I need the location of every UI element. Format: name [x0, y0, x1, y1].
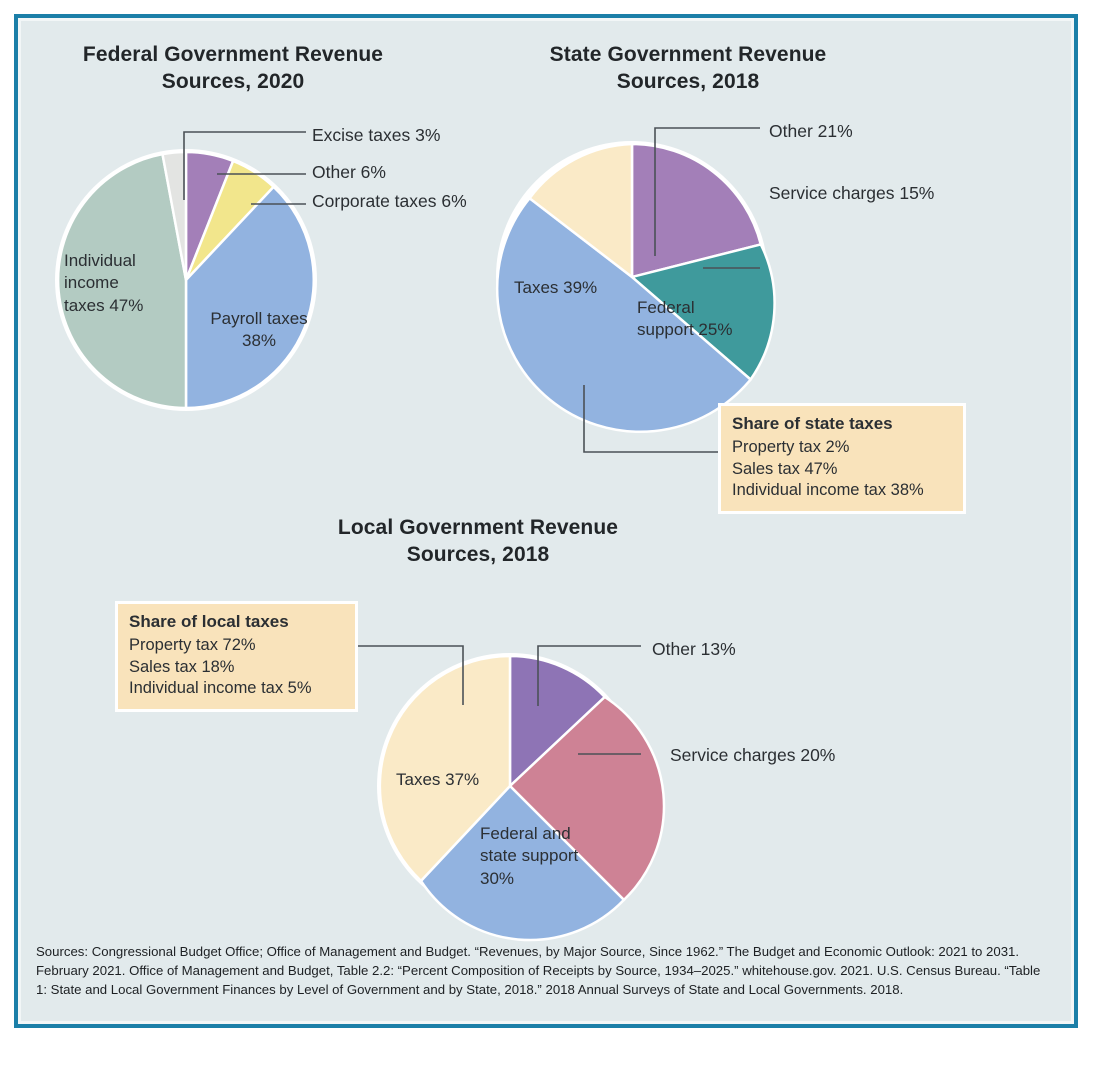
state-federal-line1: Federal	[637, 298, 695, 317]
local-slice-federal-state-support	[419, 784, 626, 942]
local-title-line2: Sources, 2018	[406, 542, 550, 566]
local-slice-service-charges	[508, 695, 666, 902]
sources-note: Sources: Congressional Budget Office; Of…	[36, 944, 1041, 998]
state-label-other: Other 21%	[769, 121, 853, 141]
local-label-other: Other 13%	[652, 639, 736, 659]
state-slice-federal-support	[495, 196, 753, 434]
local-support-line2: state support	[480, 846, 579, 866]
state-label-federal-support: Federal support 25%	[637, 297, 787, 342]
state-callout-line1: Property tax 2%	[732, 437, 850, 456]
state-slice-service-charges	[629, 242, 776, 382]
leader-local-taxes	[345, 645, 464, 705]
state-pie	[495, 141, 776, 434]
local-callout-line2: Sales tax 18%	[129, 657, 235, 676]
federal-individual-line3: taxes 47%	[64, 295, 144, 315]
infographic-figure: Federal Government Revenue Sources, 2020…	[14, 14, 1078, 1028]
state-federal-line2: support 25%	[637, 320, 733, 340]
federal-label-payroll: Payroll taxes 38%	[184, 308, 334, 353]
chart-stage: Federal Government Revenue Sources, 2020…	[18, 18, 1074, 1024]
federal-slice-excise	[161, 150, 188, 281]
leader-state-other	[654, 127, 760, 256]
local-leader-lines	[345, 645, 641, 755]
state-title-line2: Sources, 2018	[616, 69, 760, 93]
pie-charts-artwork	[55, 127, 776, 942]
state-slice-taxes	[527, 142, 634, 280]
federal-label-excise: Excise taxes 3%	[312, 125, 441, 145]
federal-title-line2: Sources, 2020	[161, 69, 305, 93]
local-label-taxes: Taxes 37%	[396, 770, 480, 789]
federal-label-corporate: Corporate taxes 6%	[312, 191, 467, 211]
federal-payroll-line1: Payroll taxes	[210, 309, 308, 328]
local-callout-title: Share of local taxes	[129, 612, 289, 631]
local-taxes-callout: Share of local taxes Property tax 72% Sa…	[115, 601, 358, 713]
federal-leader-lines	[183, 131, 306, 205]
local-callout-line1: Property tax 72%	[129, 635, 256, 654]
state-chart-title: State Government Revenue Sources, 2018	[478, 42, 898, 96]
federal-payroll-line2: 38%	[241, 331, 277, 351]
federal-pie	[55, 149, 317, 411]
state-callout-title: Share of state taxes	[732, 414, 893, 433]
federal-slice-payroll	[184, 185, 315, 410]
local-callout-line3: Individual income tax 5%	[129, 679, 312, 698]
federal-individual-line2: income	[64, 273, 119, 293]
state-label-taxes: Taxes 39%	[514, 278, 598, 297]
state-taxes-callout: Share of state taxes Property tax 2% Sal…	[718, 403, 966, 515]
federal-title-line1: Federal Government Revenue	[82, 43, 384, 66]
local-label-federal-state-support: Federal and state support 30%	[480, 823, 640, 890]
leader-local-other	[537, 645, 641, 706]
local-label-service-charges: Service charges 20%	[670, 745, 836, 765]
leader-excise	[183, 131, 306, 200]
local-support-line1: Federal and	[480, 824, 571, 843]
state-slice-other	[630, 142, 763, 279]
federal-chart-title: Federal Government Revenue Sources, 2020	[38, 42, 428, 96]
local-slice-taxes	[378, 654, 512, 883]
local-slice-other	[508, 654, 607, 789]
local-pie	[377, 653, 666, 942]
state-callout-line3: Individual income tax 38%	[732, 481, 924, 500]
leader-state-taxes	[583, 385, 718, 453]
federal-slice-individual-income	[56, 152, 188, 410]
local-title-line1: Local Government Revenue	[337, 516, 619, 539]
federal-individual-line1: Individual	[64, 251, 136, 270]
federal-label-other: Other 6%	[312, 162, 386, 182]
federal-label-individual-income: Individual income taxes 47%	[64, 250, 189, 317]
state-label-service-charges: Service charges 15%	[769, 183, 935, 203]
state-leader-lines	[583, 127, 760, 453]
state-title-line1: State Government Revenue	[549, 43, 827, 66]
state-callout-line2: Sales tax 47%	[732, 459, 838, 478]
local-support-line3: 30%	[480, 868, 515, 888]
local-chart-title: Local Government Revenue Sources, 2018	[268, 515, 688, 569]
